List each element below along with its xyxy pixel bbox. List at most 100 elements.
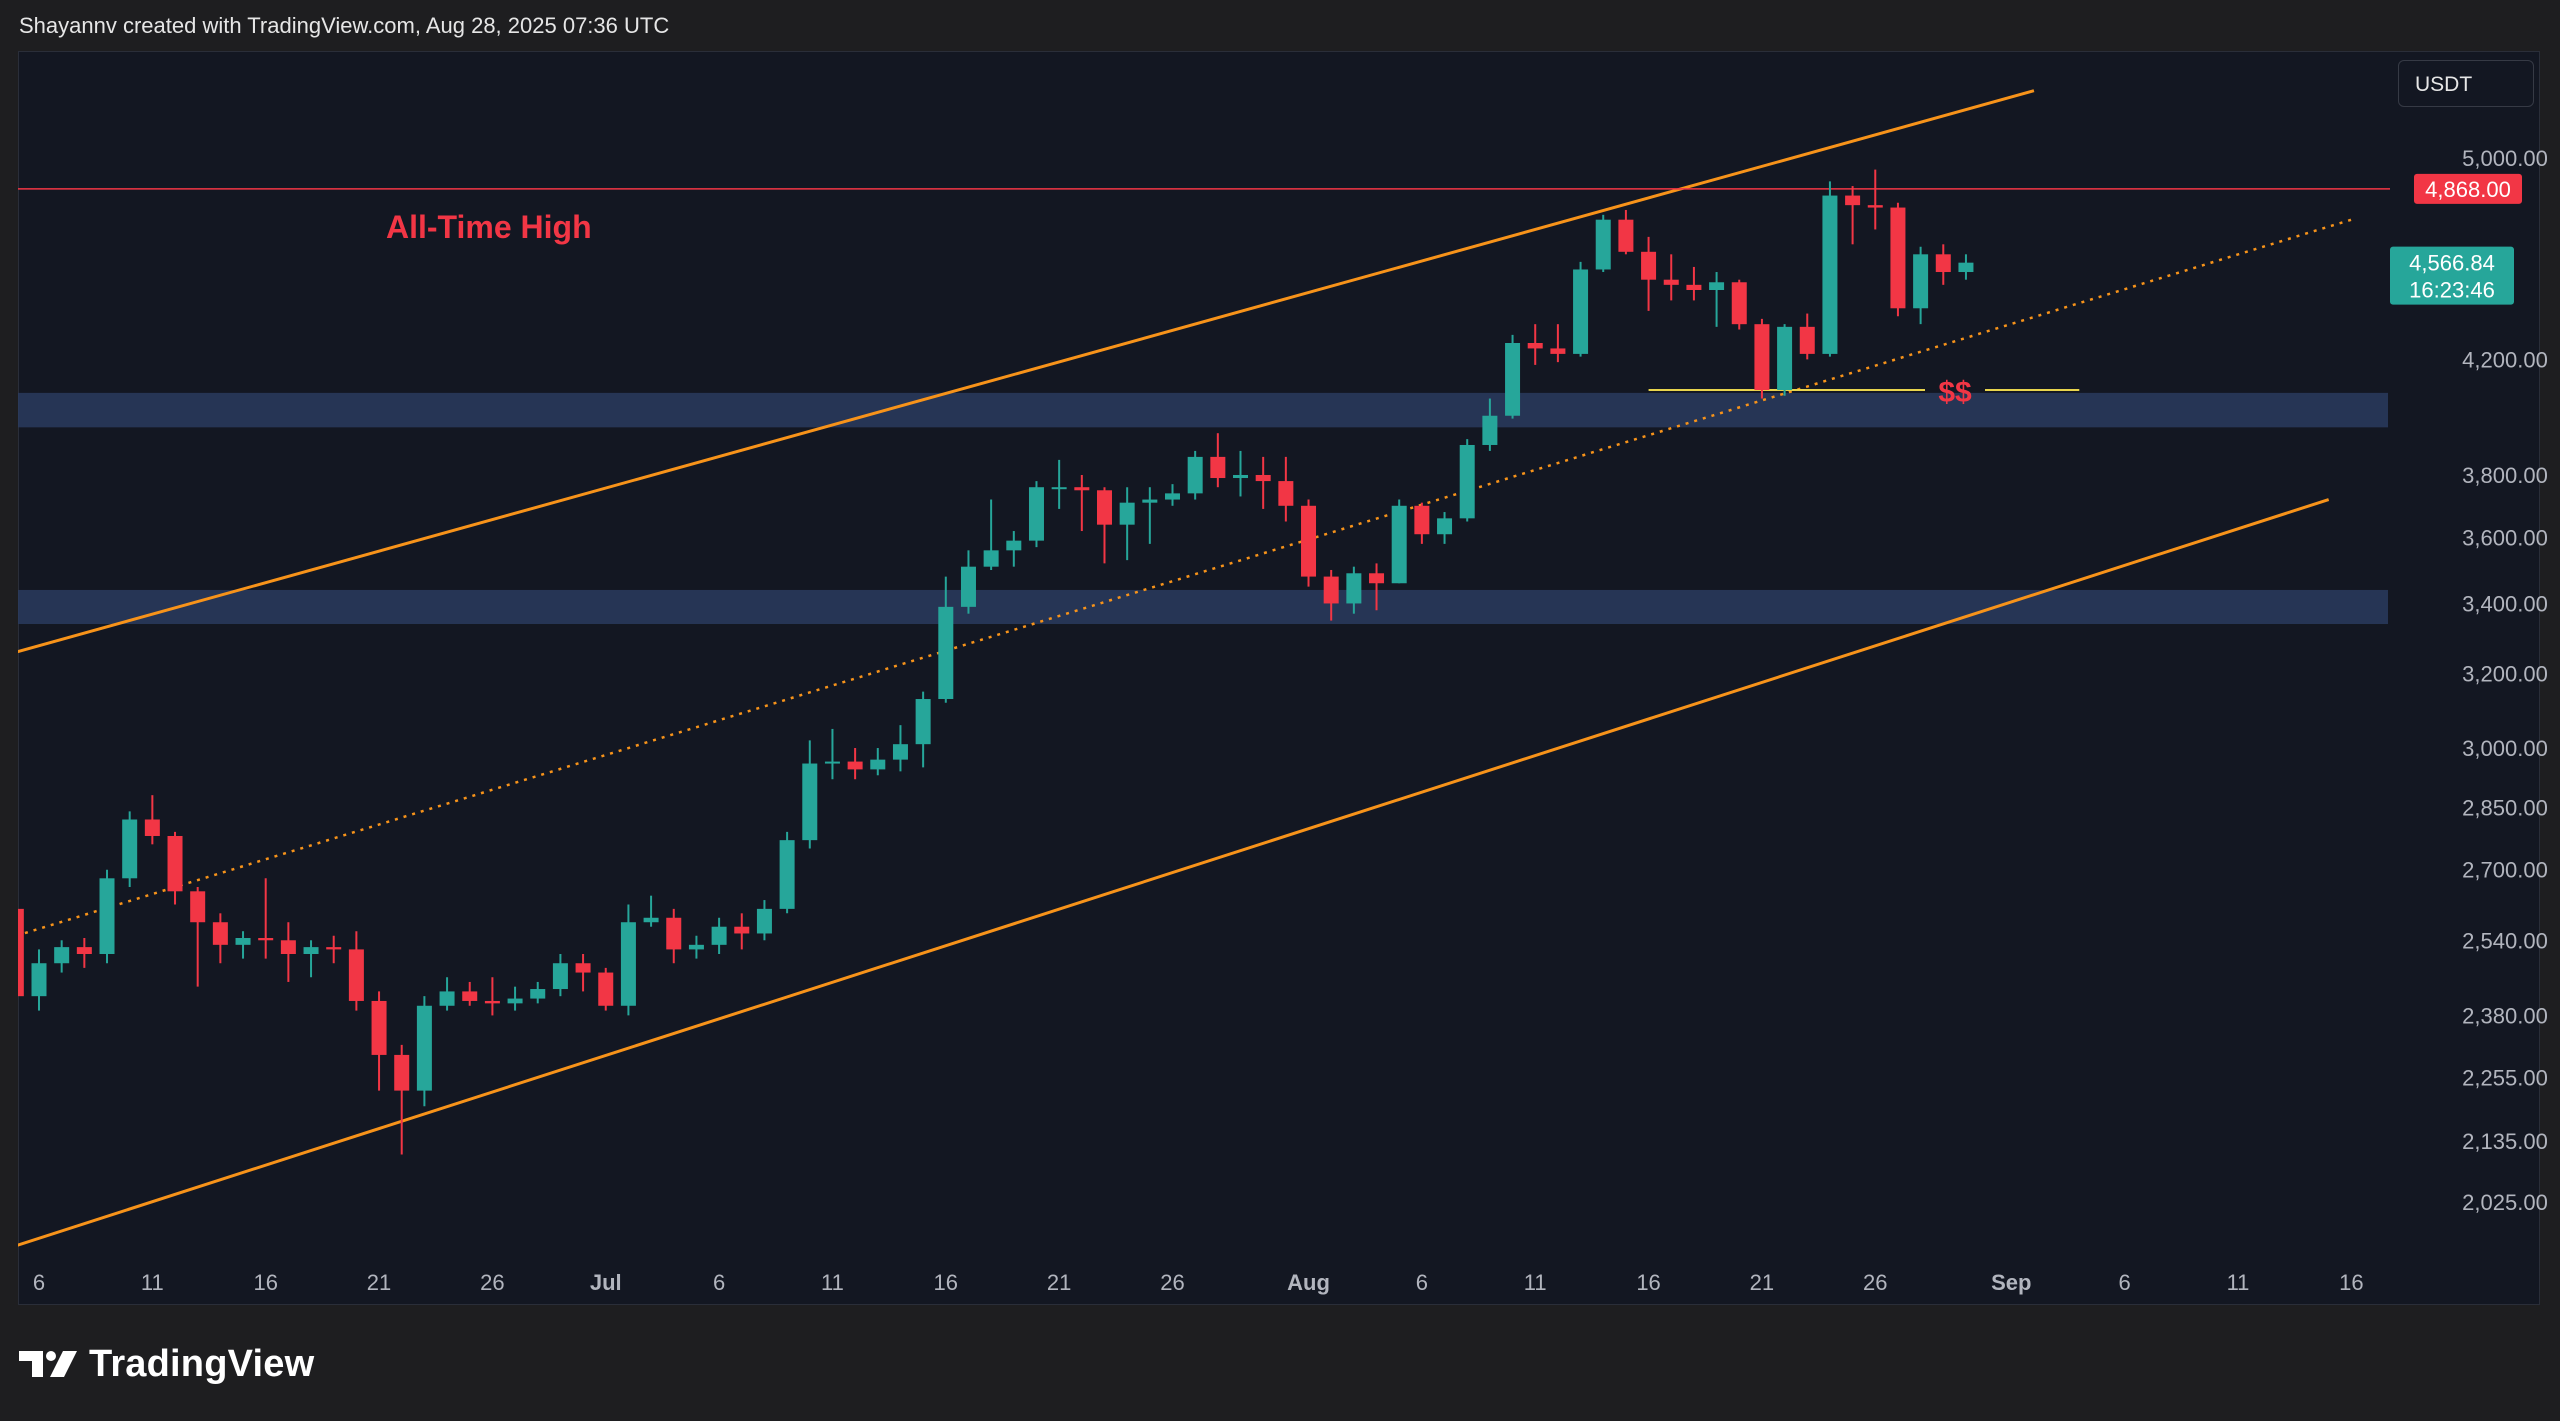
candle — [54, 940, 70, 973]
candle — [1006, 531, 1022, 567]
candle-body — [915, 699, 931, 745]
candle-body — [1210, 456, 1226, 479]
candle-body — [824, 761, 840, 764]
current-price-text: 4,566.84 — [2409, 251, 2495, 276]
candle-body — [983, 550, 999, 567]
candle — [167, 831, 183, 905]
candle — [1845, 186, 1861, 245]
candle-body — [1845, 195, 1861, 206]
candle — [1323, 569, 1339, 621]
chart-panel[interactable] — [18, 51, 2540, 1305]
candle — [212, 913, 228, 964]
candle — [1278, 456, 1294, 522]
candle — [144, 795, 160, 845]
candle — [1391, 499, 1407, 584]
candle — [1142, 487, 1158, 544]
candle — [734, 913, 750, 950]
candle — [938, 576, 954, 703]
candle — [18, 908, 24, 997]
candle-body — [847, 761, 863, 770]
y-tick-label: 2,540.00 — [2462, 928, 2548, 953]
tradingview-logo[interactable]: TradingView — [19, 1338, 314, 1390]
chart-attribution: Shayannv created with TradingView.com, A… — [19, 13, 670, 38]
candle — [1595, 214, 1611, 273]
candle-body — [462, 991, 478, 1001]
currency-selector-button[interactable]: USDT — [2398, 60, 2534, 107]
candle-body — [1890, 207, 1906, 309]
candle-body — [1006, 540, 1022, 551]
candle — [31, 949, 47, 1011]
candle-body — [326, 947, 342, 950]
candle-body — [54, 947, 70, 964]
candle — [1414, 502, 1430, 544]
candle-body — [1618, 219, 1634, 252]
candle — [1505, 334, 1521, 419]
candle — [1301, 499, 1317, 587]
x-tick-label: 6 — [1416, 1270, 1428, 1295]
candle-body — [1391, 505, 1407, 584]
candle-body — [1369, 573, 1385, 584]
y-tick-label: 2,255.00 — [2462, 1066, 2548, 1091]
ath-price-badge-bg — [2414, 173, 2522, 204]
ath-price-badge-text: 4,868.00 — [2425, 177, 2511, 202]
candle — [1618, 209, 1634, 255]
candle-body — [1074, 487, 1090, 491]
candle-body — [1255, 474, 1271, 482]
candle — [348, 931, 364, 1011]
candle-body — [688, 944, 704, 950]
candle-body — [960, 566, 976, 607]
candle — [530, 981, 546, 1004]
candle-body — [235, 938, 251, 945]
candle — [1550, 324, 1566, 363]
current-price-badge-bg — [2390, 246, 2514, 305]
y-tick-label: 2,025.00 — [2462, 1190, 2548, 1215]
candle-body — [1913, 254, 1929, 309]
channel-mid-dotted-line — [18, 218, 2352, 937]
candle-body — [666, 917, 682, 950]
candle-body — [76, 947, 92, 954]
candle — [1935, 244, 1951, 285]
x-tick-label: 16 — [934, 1270, 958, 1295]
candle — [190, 886, 206, 987]
candle-body — [1187, 456, 1203, 494]
candle-body — [1096, 490, 1112, 525]
candle — [416, 996, 432, 1107]
candle — [1958, 254, 1974, 280]
candle — [1074, 474, 1090, 532]
candle — [870, 748, 886, 776]
candle — [1709, 272, 1725, 327]
axis-layer: 5,000.00 4,200.00 3,800.00 3,600.00 3,400.00… — [33, 146, 2548, 1295]
x-tick-label: 6 — [33, 1270, 45, 1295]
x-tick-label: 11 — [1524, 1270, 1547, 1295]
candle-body — [18, 908, 24, 997]
candle — [598, 967, 614, 1011]
candle — [1890, 202, 1906, 317]
candle — [326, 935, 342, 964]
candle-body — [575, 963, 591, 973]
x-tick-label: 11 — [141, 1270, 164, 1295]
x-tick-label: 16 — [1636, 1270, 1660, 1295]
candle-body — [1641, 251, 1657, 280]
candle-body — [167, 835, 183, 892]
candle-body — [99, 878, 115, 954]
y-tick-label: 3,600.00 — [2462, 525, 2548, 550]
candle — [756, 900, 772, 941]
candle — [280, 922, 296, 982]
candle-body — [212, 922, 228, 945]
candles-layer — [18, 169, 1974, 1155]
candle — [1028, 481, 1044, 548]
candle — [915, 691, 931, 768]
candle-body — [779, 840, 795, 909]
x-tick-label: 6 — [2119, 1270, 2131, 1295]
candle-body — [620, 922, 636, 1006]
upper-supply-zone — [18, 392, 2388, 428]
zones-layer — [18, 392, 2388, 625]
x-tick-label: 21 — [1047, 1270, 1071, 1295]
candle-body — [371, 1000, 387, 1055]
candle — [303, 940, 319, 978]
x-tick-label: 16 — [2339, 1270, 2363, 1295]
candle — [1641, 236, 1657, 311]
candle — [1187, 450, 1203, 500]
candle-body — [802, 763, 818, 841]
